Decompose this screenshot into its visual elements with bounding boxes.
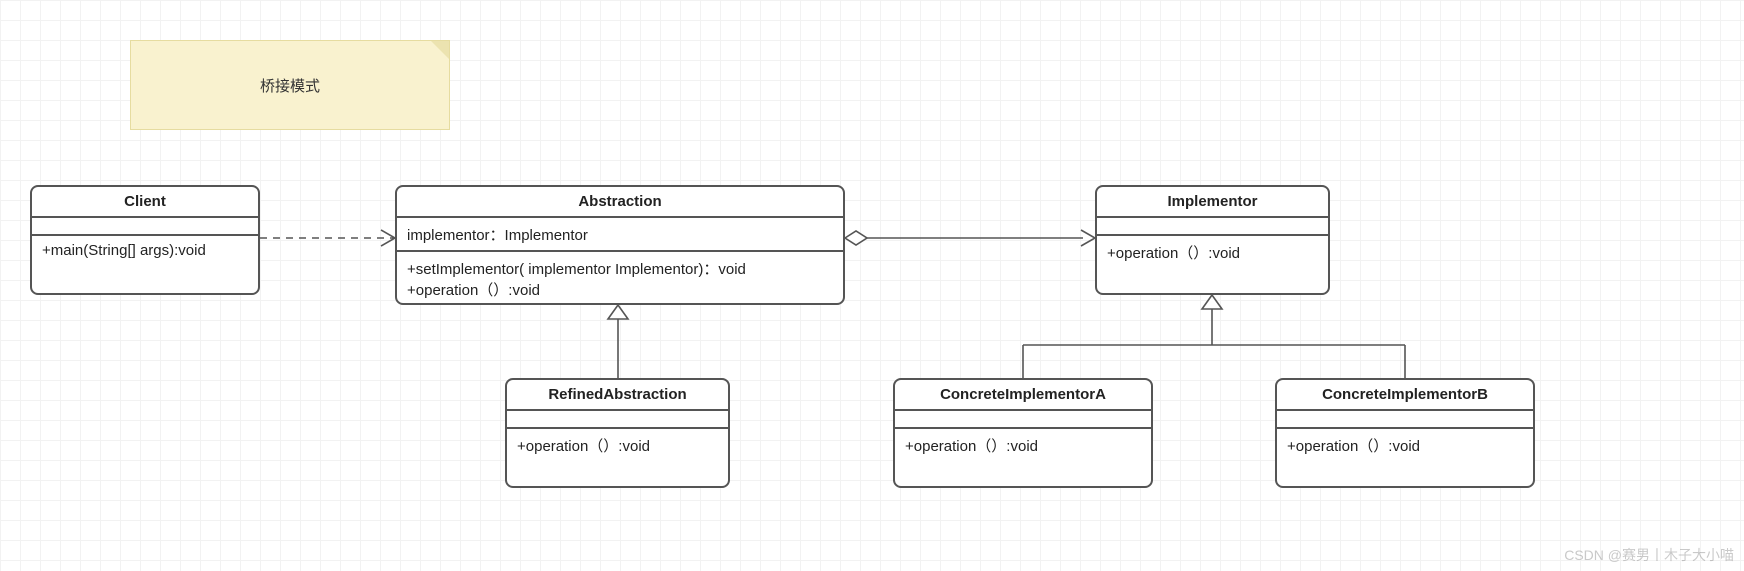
sticky-note-text: 桥接模式	[260, 75, 320, 96]
class-ops: +operation（）:void	[507, 429, 728, 462]
class-attrs	[32, 218, 258, 236]
class-title: ConcreteImplementorB	[1277, 380, 1533, 411]
class-attrs: implementor：Implementor	[397, 218, 843, 252]
watermark-text: CSDN @赛男丨木子大小喵	[1564, 545, 1734, 565]
class-client[interactable]: Client +main(String[] args):void	[30, 185, 260, 295]
sticky-note: 桥接模式	[130, 40, 450, 130]
class-abstraction[interactable]: Abstraction implementor：Implementor +set…	[395, 185, 845, 305]
class-ops: +main(String[] args):void	[32, 236, 258, 265]
class-title: Abstraction	[397, 187, 843, 218]
class-concrete-implementor-a[interactable]: ConcreteImplementorA +operation（）:void	[893, 378, 1153, 488]
class-attrs	[895, 411, 1151, 429]
class-attrs	[507, 411, 728, 429]
class-refined-abstraction[interactable]: RefinedAbstraction +operation（）:void	[505, 378, 730, 488]
class-ops: +operation（）:void	[1097, 236, 1328, 269]
class-attrs	[1277, 411, 1533, 429]
class-concrete-implementor-b[interactable]: ConcreteImplementorB +operation（）:void	[1275, 378, 1535, 488]
class-title: RefinedAbstraction	[507, 380, 728, 411]
class-ops: +setImplementor( implementor Implementor…	[397, 252, 843, 303]
class-implementor[interactable]: Implementor +operation（）:void	[1095, 185, 1330, 295]
class-attrs	[1097, 218, 1328, 236]
class-ops: +operation（）:void	[1277, 429, 1533, 462]
class-title: ConcreteImplementorA	[895, 380, 1151, 411]
class-ops: +operation（）:void	[895, 429, 1151, 462]
class-title: Client	[32, 187, 258, 218]
class-title: Implementor	[1097, 187, 1328, 218]
